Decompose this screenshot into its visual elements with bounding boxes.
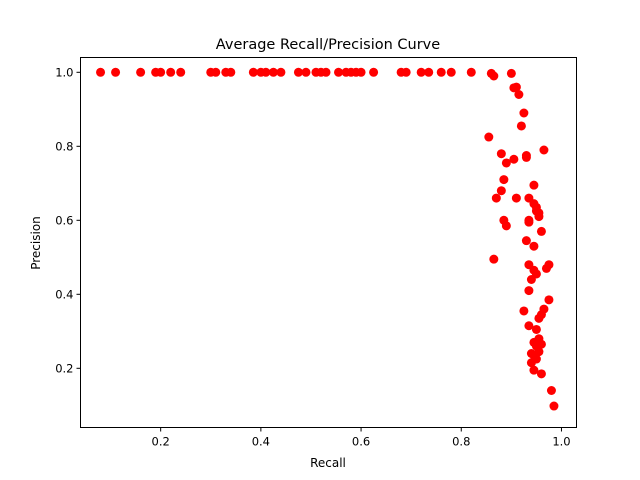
data-point <box>524 217 534 227</box>
data-point <box>534 313 544 323</box>
data-point <box>491 193 501 203</box>
y-axis-label: Precision <box>29 216 43 270</box>
y-tick-label: 1.0 <box>55 65 73 79</box>
data-point <box>531 324 541 334</box>
data-point <box>211 67 221 77</box>
data-point <box>489 254 499 264</box>
data-point <box>156 67 166 77</box>
data-point <box>536 369 546 379</box>
data-point <box>501 221 511 231</box>
data-point <box>529 199 539 209</box>
data-point <box>111 67 121 77</box>
data-point <box>521 152 531 162</box>
x-axis-label: Recall <box>310 456 346 470</box>
data-point <box>276 67 286 77</box>
data-point <box>226 67 236 77</box>
data-point <box>484 132 494 142</box>
data-point <box>369 67 379 77</box>
data-point <box>529 365 539 375</box>
data-point <box>466 67 476 77</box>
data-point <box>546 386 556 395</box>
data-point <box>446 67 456 77</box>
y-tick-label: 0.8 <box>55 139 73 153</box>
data-point <box>401 67 411 77</box>
plot-frame <box>80 57 577 428</box>
data-point <box>549 401 559 411</box>
data-point <box>248 67 258 77</box>
data-point <box>356 67 366 77</box>
data-point <box>496 149 506 159</box>
data-point <box>424 67 434 77</box>
data-point <box>496 186 506 196</box>
data-point <box>176 67 186 77</box>
data-point <box>166 67 176 77</box>
y-tick-label: 0.4 <box>55 287 73 301</box>
y-tick-label: 0.6 <box>55 213 73 227</box>
x-tick-label: 0.8 <box>452 435 470 449</box>
data-point <box>519 108 529 118</box>
axis-ticks: 0.2 0.4 0.6 0.8 1.0 0.2 0.4 0.6 0.8 1.0 <box>55 65 570 448</box>
data-point <box>516 121 526 131</box>
data-point <box>261 67 271 77</box>
chart-title: Average Recall/Precision Curve <box>216 37 440 53</box>
y-tick-label: 0.2 <box>55 361 73 375</box>
data-point <box>501 158 511 168</box>
data-point <box>334 67 344 77</box>
data-point <box>509 154 519 164</box>
data-point <box>506 68 516 78</box>
data-point <box>514 90 524 99</box>
data-point <box>436 67 446 77</box>
data-point <box>511 82 521 92</box>
x-tick-label: 0.4 <box>252 435 270 449</box>
data-point <box>529 180 539 190</box>
x-tick-label: 0.6 <box>352 435 370 449</box>
data-point <box>268 67 278 77</box>
data-point <box>293 67 303 77</box>
data-point <box>321 67 331 77</box>
data-point <box>489 71 499 81</box>
data-point <box>539 145 549 155</box>
data-point <box>511 193 521 203</box>
data-point <box>96 67 106 77</box>
data-point <box>136 67 146 77</box>
data-point <box>521 236 531 246</box>
x-tick-label: 0.2 <box>152 435 170 449</box>
x-tick-label: 1.0 <box>552 435 570 449</box>
data-point <box>529 241 539 251</box>
data-point <box>499 175 509 185</box>
data-point <box>524 286 534 296</box>
scatter-points <box>96 67 559 411</box>
data-point <box>534 208 544 218</box>
data-point <box>301 67 311 77</box>
data-point <box>416 67 426 77</box>
data-point <box>519 306 529 316</box>
data-point <box>536 226 546 236</box>
data-point <box>544 295 554 305</box>
data-point <box>526 275 536 284</box>
data-point <box>541 263 551 273</box>
data-point <box>526 358 536 368</box>
data-point <box>524 321 534 331</box>
